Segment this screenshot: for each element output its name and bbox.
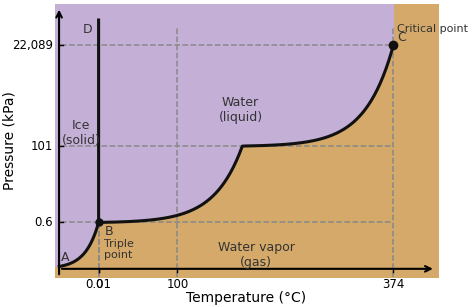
- Text: 22,089: 22,089: [12, 39, 54, 52]
- Text: C: C: [397, 31, 406, 44]
- Text: 101: 101: [31, 140, 54, 153]
- Text: Temperature (°C): Temperature (°C): [186, 291, 307, 305]
- Text: Water vapor
(gas): Water vapor (gas): [218, 241, 295, 269]
- Text: Triple
point: Triple point: [104, 239, 134, 260]
- Text: Ice
(solid): Ice (solid): [62, 119, 100, 147]
- Text: 0: 0: [95, 278, 102, 291]
- Text: Water
(liquid): Water (liquid): [219, 96, 263, 124]
- Text: A: A: [61, 251, 70, 264]
- Text: B: B: [104, 225, 113, 238]
- Text: 0.6: 0.6: [35, 216, 54, 229]
- Text: 0.01: 0.01: [86, 278, 111, 291]
- Text: Critical point: Critical point: [397, 24, 468, 34]
- Text: D: D: [83, 23, 93, 36]
- Text: 100: 100: [166, 278, 189, 291]
- Polygon shape: [55, 4, 393, 266]
- Text: 374: 374: [382, 278, 405, 291]
- Text: Pressure (kPa): Pressure (kPa): [2, 91, 17, 190]
